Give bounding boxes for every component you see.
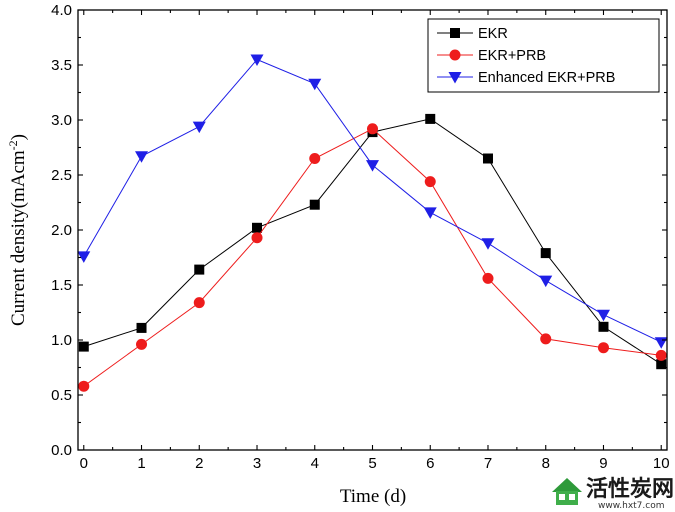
y-tick-label: 2.0 bbox=[51, 222, 72, 239]
data-point bbox=[77, 251, 91, 263]
legend-marker bbox=[448, 72, 462, 84]
y-axis-title-superscript: -2 bbox=[6, 140, 20, 150]
data-point bbox=[656, 359, 667, 370]
data-point bbox=[78, 380, 90, 392]
data-point bbox=[423, 207, 437, 219]
data-point bbox=[309, 199, 320, 210]
data-point bbox=[598, 321, 609, 332]
data-point bbox=[597, 342, 609, 354]
data-point bbox=[654, 337, 668, 349]
data-point bbox=[425, 113, 436, 124]
data-point bbox=[539, 275, 553, 288]
data-point bbox=[481, 238, 495, 250]
x-tick-label: 3 bbox=[253, 455, 261, 472]
data-point bbox=[194, 264, 205, 275]
data-point bbox=[540, 248, 551, 259]
watermark-url: www.hxt7.com bbox=[598, 501, 665, 511]
x-tick-label: 0 bbox=[80, 455, 88, 472]
x-axis-title: Time (d) bbox=[340, 486, 406, 507]
x-tick-label: 1 bbox=[137, 455, 145, 472]
legend-marker bbox=[449, 49, 461, 61]
x-tick-label: 7 bbox=[484, 455, 492, 472]
data-point bbox=[367, 123, 378, 135]
data-point bbox=[193, 297, 205, 309]
series-line bbox=[83, 58, 662, 343]
data-point bbox=[309, 153, 321, 164]
data-point bbox=[655, 349, 667, 361]
data-point bbox=[308, 78, 322, 91]
data-point bbox=[78, 341, 89, 352]
y-tick-label: 4.0 bbox=[51, 2, 72, 19]
y-tick-label: 3.5 bbox=[51, 57, 72, 74]
data-point bbox=[482, 272, 494, 284]
legend-label: Enhanced EKR+PRB bbox=[478, 70, 615, 86]
y-tick-label: 1.0 bbox=[51, 332, 72, 349]
y-axis-title-main: Current density(mAcm bbox=[8, 150, 29, 326]
legend-label: EKR+PRB bbox=[478, 48, 546, 64]
data-point bbox=[482, 153, 493, 164]
legend-label: EKR bbox=[478, 26, 508, 42]
data-point bbox=[424, 176, 436, 188]
data-point bbox=[135, 151, 149, 163]
x-tick-label: 9 bbox=[599, 455, 607, 472]
y-tick-label: 3.0 bbox=[51, 112, 72, 129]
y-tick-label: 0.5 bbox=[51, 387, 72, 404]
data-point bbox=[366, 160, 379, 172]
legend-marker bbox=[450, 28, 460, 38]
x-tick-label: 6 bbox=[426, 455, 434, 472]
series-1 bbox=[78, 123, 667, 392]
series-line bbox=[83, 118, 662, 365]
house-logo-icon bbox=[552, 478, 582, 505]
watermark-text: 活性炭网 bbox=[586, 476, 674, 502]
data-point bbox=[251, 232, 263, 244]
x-tick-label: 2 bbox=[195, 455, 203, 472]
data-point bbox=[136, 322, 147, 333]
data-point bbox=[136, 338, 148, 350]
series-0 bbox=[78, 113, 667, 370]
x-tick-label: 10 bbox=[653, 455, 670, 472]
y-tick-label: 0.0 bbox=[51, 442, 72, 459]
axes: 0.0 0.5 1.0 1.5 2.0 2.5 3.0 3.5 4.0 0 1 2 3 4 5 6 7 8 9 10 bbox=[51, 2, 669, 472]
data-point bbox=[596, 309, 610, 322]
y-axis-title-end: ) bbox=[8, 134, 29, 140]
y-tick-label: 2.5 bbox=[51, 167, 72, 184]
x-tick-label: 8 bbox=[542, 455, 550, 472]
legend: EKR EKR+PRB Enhanced EKR+PRB bbox=[427, 18, 660, 93]
data-point bbox=[252, 222, 263, 233]
y-tick-label: 1.5 bbox=[51, 277, 72, 294]
data-point bbox=[250, 54, 264, 66]
plot-area bbox=[77, 54, 668, 392]
series-2 bbox=[77, 54, 668, 349]
y-axis-title: Current density(mAcm-2) bbox=[6, 134, 29, 326]
data-point bbox=[192, 121, 206, 134]
x-tick-label: 4 bbox=[311, 455, 319, 472]
x-tick-label: 5 bbox=[368, 455, 376, 472]
watermark: 活性炭网 www.hxt7.com bbox=[552, 476, 674, 511]
data-point bbox=[540, 333, 552, 345]
